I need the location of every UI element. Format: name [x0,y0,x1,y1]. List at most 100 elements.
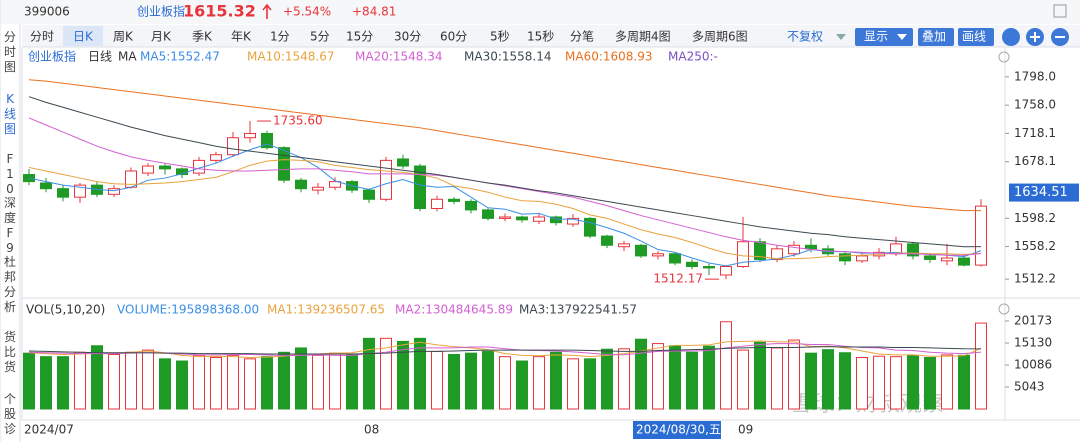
volume-bar [23,352,35,410]
ma-line [28,79,982,212]
candle-body [805,244,817,250]
y-tick-label: 10086 [1014,358,1052,372]
candle-body [907,243,919,257]
tab[interactable]: 分笔 [570,29,594,44]
side-tab[interactable]: 分时图 [3,30,16,74]
candle-body [686,261,698,268]
y-tick-label: 1798.0 [1014,69,1056,83]
candle-body [516,216,528,221]
y-tick-label: 1758.0 [1014,98,1056,112]
volume-bar [397,340,409,410]
side-tab[interactable]: 货比货 [3,330,16,374]
candle-body [227,137,239,156]
y-tick-label: 5043 [1014,380,1045,394]
side-tab[interactable]: K线图 [3,92,16,136]
tab[interactable]: 分时 [30,30,54,44]
tab[interactable]: 30分 [394,30,421,44]
volume-legend: VOLUME:195898368.00 [117,303,259,317]
tab[interactable]: 多周期4图 [615,30,671,44]
candle-body [550,216,562,224]
volume-bar [448,353,460,410]
candle-body [601,235,613,246]
ma-line [28,117,982,256]
dropdown-arrow [897,34,907,40]
tab-selected-bg [63,26,103,46]
legend-period: 日线 [88,50,112,64]
side-tab[interactable]: F10 [6,152,14,196]
volume-bar [771,347,783,410]
candle-body [754,241,766,260]
volume-bar [91,345,103,410]
side-tab[interactable]: 杜邦分析 [3,255,16,314]
window-icon[interactable] [1053,4,1067,18]
x-tick-label: 2024/07 [24,423,74,437]
tab[interactable]: 季K [192,30,213,44]
legend-name: 创业板指 [28,49,76,64]
volume-bar [856,357,868,410]
side-tab[interactable]: 个股诊 [3,392,16,436]
price-marker: 1634.51 [1014,185,1068,200]
show-button[interactable] [855,28,913,46]
settings-icon[interactable] [998,303,1010,315]
x-tick-label: 08 [364,423,379,437]
tab[interactable]: 日K [73,30,94,44]
candle-body [380,159,392,200]
side-tab[interactable]: 深度F9 [3,196,16,255]
candle-body [788,244,800,255]
settings-icon[interactable] [998,51,1010,63]
overlay-label: 叠加 [922,30,946,44]
volume-bar [618,348,630,410]
tab[interactable]: 周K [113,30,134,44]
volume-bar [40,356,52,410]
candle-body [142,165,154,174]
candle-body [720,266,732,276]
legend-entry: MA30:1558.14 [464,50,552,64]
x-tick-label: 09 [738,423,753,437]
legend-entry: MA20:1548.34 [355,50,443,64]
tab[interactable]: 5秒 [490,30,510,44]
candle-body [652,253,664,257]
volume-bar [380,337,392,410]
tab[interactable]: 15分 [346,30,373,44]
candle-body [57,188,69,198]
candle-body [312,186,324,191]
tab[interactable]: 多周期6图 [692,30,748,44]
draw-button[interactable] [958,28,994,46]
adjust-select[interactable]: 不复权 [787,30,823,44]
legend-entry: MA5:1552.47 [140,50,220,64]
candle-body [40,182,52,190]
tab[interactable]: 60分 [440,30,467,44]
tab[interactable]: 1分 [270,30,290,44]
cursor-label-bg [633,421,721,439]
volume-bar [227,354,239,410]
volume-bar [703,345,715,410]
volume-bar [295,347,307,410]
tab[interactable]: 年K [231,30,252,44]
change: +84.81 [352,5,396,19]
volume-bar [159,358,171,410]
volume-bar [686,351,698,410]
refresh-button[interactable] [1002,28,1020,46]
overlay-button[interactable] [918,28,954,46]
price-marker-bg [1009,183,1079,202]
candle-body [210,154,222,161]
volume-bar [941,354,953,410]
legend-entry: MA3:137922541.57 [519,303,637,317]
up-arrow [262,3,272,19]
candle-body [363,189,375,200]
tab[interactable]: 15秒 [527,30,554,44]
cursor-label: 2024/08/30,五 [636,423,721,437]
y-tick-label: 1512.2 [1014,272,1056,286]
candle-body [159,165,171,170]
volume-bar [363,337,375,410]
volume-bar [652,343,664,410]
tab[interactable]: 5分 [310,30,330,44]
candle-body [448,198,460,202]
volume-bar [414,337,426,410]
tab[interactable]: 月K [151,30,172,44]
candle-body [958,257,970,266]
volume-bar [516,360,528,410]
legend-entry: MA10:1548.67 [247,50,335,64]
candle-body [431,198,443,209]
